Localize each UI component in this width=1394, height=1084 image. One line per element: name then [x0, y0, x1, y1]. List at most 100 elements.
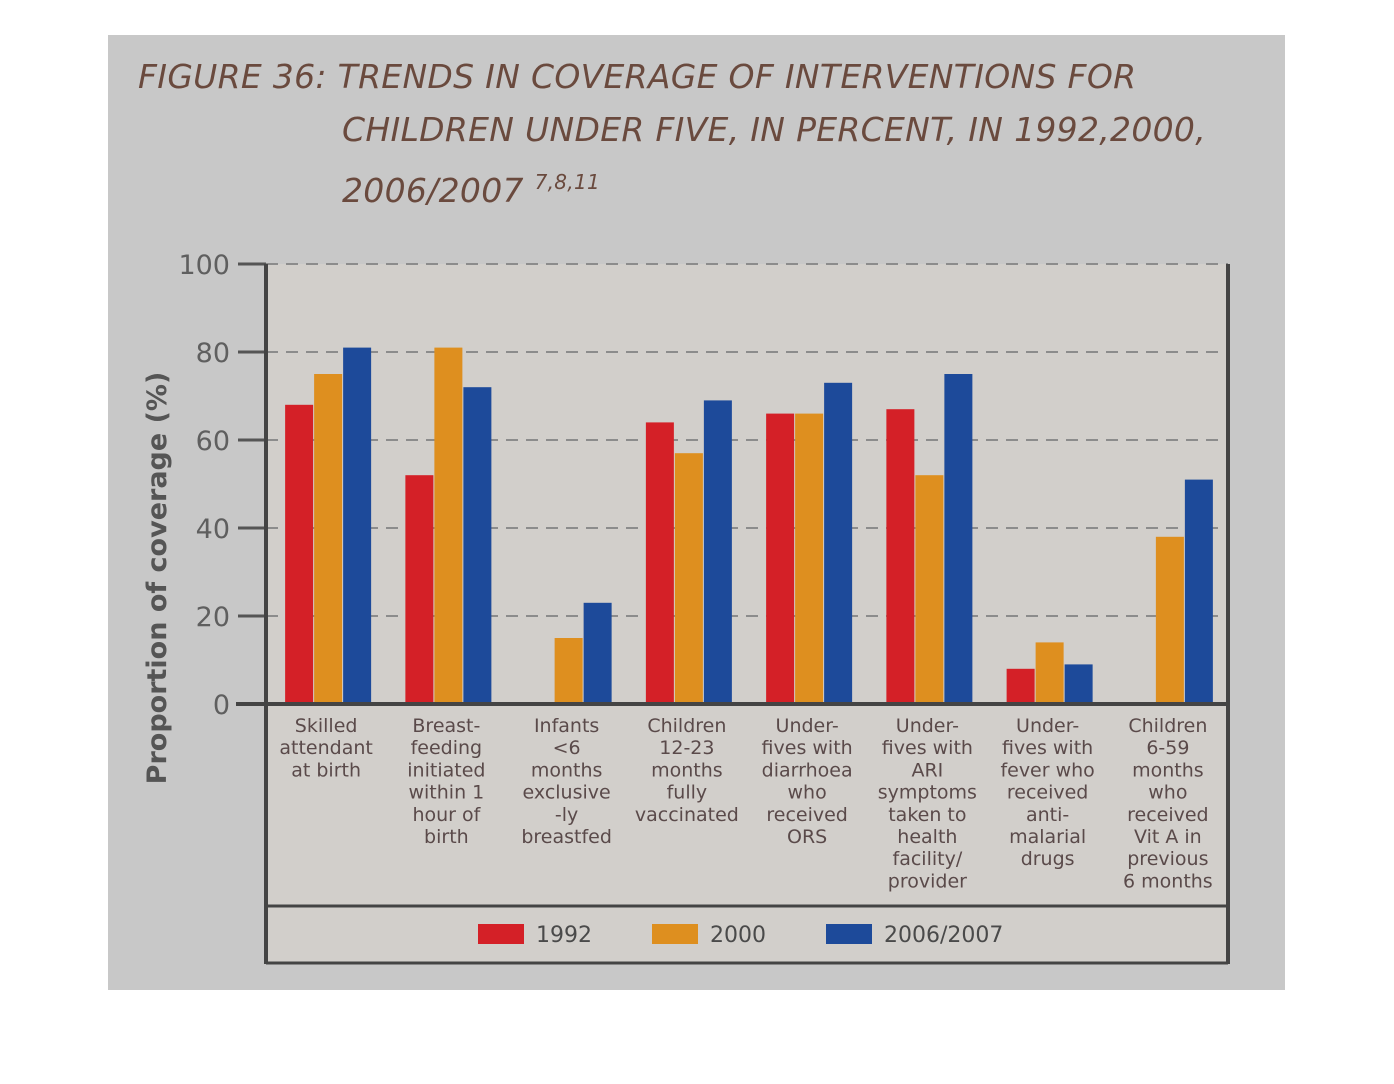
- bar-2006-2007-2: [583, 602, 612, 704]
- legend: 1992 2000 2006/2007: [478, 923, 1003, 948]
- bar-2000-1: [434, 347, 463, 704]
- category-label-line: attendant: [279, 737, 372, 759]
- bar-2000-2: [554, 638, 583, 704]
- bar-1992-0: [285, 404, 314, 704]
- category-label-line: anti-: [1026, 804, 1069, 826]
- legend-swatch-2000: [652, 924, 698, 944]
- title-line-2: CHILDREN UNDER FIVE, IN PERCENT, IN 1992…: [342, 110, 1207, 149]
- category-label-line: Children: [647, 715, 726, 737]
- bar-2000-7: [1155, 536, 1184, 704]
- category-label-line: months: [531, 759, 603, 781]
- category-label-line: at birth: [291, 759, 361, 781]
- category-label-line: -ly: [555, 804, 578, 826]
- category-label-line: diarrhoea: [762, 759, 853, 781]
- bar-2006-2007-5: [944, 374, 973, 704]
- category-label-line: exclusive: [523, 782, 611, 804]
- category-label-line: Children: [1128, 715, 1207, 737]
- y-tick-label: 0: [213, 690, 230, 721]
- title-line-1: FIGURE 36: TRENDS IN COVERAGE OF INTERVE…: [138, 57, 1137, 96]
- category-label-line: drugs: [1021, 848, 1075, 870]
- y-tick-label: 60: [196, 426, 230, 457]
- bar-1992-3: [645, 422, 674, 704]
- category-label-line: birth: [424, 826, 469, 848]
- category-label-line: vaccinated: [635, 804, 739, 826]
- category-label-line: previous: [1127, 848, 1208, 870]
- y-tick-label: 80: [196, 338, 230, 369]
- legend-label-1992: 1992: [536, 923, 592, 948]
- category-label-line: breastfed: [521, 826, 612, 848]
- category-label-line: received: [1127, 804, 1209, 826]
- legend-label-2000: 2000: [710, 923, 766, 948]
- category-label-line: ARI: [911, 759, 943, 781]
- title-line-3-text: 2006/2007: [342, 171, 524, 210]
- category-label-line: facility/: [893, 848, 963, 870]
- category-label-line: months: [1132, 759, 1204, 781]
- y-tick-labels: 0 20 40 60 80 100: [178, 250, 230, 721]
- category-label-line: fever who: [1000, 759, 1094, 781]
- category-label-line: received: [1007, 782, 1089, 804]
- legend-swatch-1992: [478, 924, 524, 944]
- category-label-6: Under-fives with fever who received anti-ma…: [1000, 715, 1094, 870]
- category-label-line: malarial: [1009, 826, 1086, 848]
- bar-2006-2007-1: [463, 387, 492, 704]
- figure-title: FIGURE 36: TRENDS IN COVERAGE OF INTERVE…: [138, 50, 1248, 217]
- category-label-line: initiated: [407, 759, 485, 781]
- bar-2006-2007-6: [1064, 664, 1093, 704]
- bar-1992-6: [1006, 668, 1035, 704]
- category-label-line: 12-23: [659, 737, 714, 759]
- category-label-line: within 1: [408, 782, 484, 804]
- category-label-line: who: [788, 782, 827, 804]
- category-label-line: provider: [888, 870, 967, 892]
- category-label-line: months: [651, 759, 723, 781]
- bar-2000-4: [795, 413, 824, 704]
- title-line-3: 2006/2007 7,8,11: [138, 156, 1248, 217]
- bar-1992-5: [886, 409, 915, 704]
- category-label-line: fives with: [762, 737, 853, 759]
- bar-1992-4: [766, 413, 795, 704]
- bar-2006-2007-3: [703, 400, 732, 704]
- category-label-line: symptoms: [878, 782, 977, 804]
- category-label-line: taken to: [888, 804, 966, 826]
- category-label-line: received: [766, 804, 848, 826]
- category-label-5: Under-fives with ARI symptoms taken to healt…: [878, 715, 977, 892]
- bar-1992-1: [405, 475, 434, 704]
- category-label-4: Under-fives with diarrhoea who received ORS: [762, 715, 853, 848]
- category-label-line: feeding: [411, 737, 483, 759]
- category-label-line: 6-59: [1146, 737, 1189, 759]
- bar-2000-5: [915, 475, 944, 704]
- bar-2000-0: [314, 374, 343, 704]
- category-label-line: Under-: [1016, 715, 1079, 737]
- y-axis-label: Proportion of coverage (%): [142, 372, 173, 785]
- category-label-line: health: [897, 826, 957, 848]
- category-label-line: who: [1148, 782, 1187, 804]
- category-label-0: Skilled attendant at birth: [279, 715, 372, 781]
- category-label-2: Infants <6 months exclusive -ly breastfed: [521, 715, 612, 848]
- bar-2006-2007-0: [343, 347, 372, 704]
- legend-swatch-2006-2007: [826, 924, 872, 944]
- bars: [285, 347, 1213, 704]
- category-label-7: Children 6-59 months who received Vit A in pre…: [1123, 715, 1213, 892]
- category-label-line: Under-: [776, 715, 839, 737]
- axes: [236, 262, 1230, 965]
- bar-2006-2007-4: [824, 382, 853, 704]
- legend-label-2006-2007: 2006/2007: [884, 923, 1003, 948]
- category-label-line: ORS: [787, 826, 827, 848]
- y-tick-label: 40: [196, 514, 230, 545]
- category-labels: Skilled attendant at birth Breast-feeding in…: [279, 715, 1212, 892]
- category-label-line: fives with: [882, 737, 973, 759]
- category-label-1: Breast-feeding initiated within 1 hour of bi…: [407, 715, 485, 848]
- category-label-line: fives with: [1002, 737, 1093, 759]
- category-label-line: Infants: [534, 715, 599, 737]
- category-label-3: Children 12-23 months fully vaccinated: [635, 715, 739, 826]
- title-references: 7,8,11: [534, 170, 601, 194]
- category-label-line: 6 months: [1123, 870, 1213, 892]
- bar-2006-2007-7: [1184, 479, 1213, 704]
- category-label-line: <6: [553, 737, 581, 759]
- y-tick-label: 100: [178, 250, 230, 281]
- y-tick-label: 20: [196, 602, 230, 633]
- category-label-line: hour of: [412, 804, 481, 826]
- category-label-line: Under-: [896, 715, 959, 737]
- category-label-line: Breast-: [412, 715, 480, 737]
- category-label-line: fully: [667, 782, 708, 804]
